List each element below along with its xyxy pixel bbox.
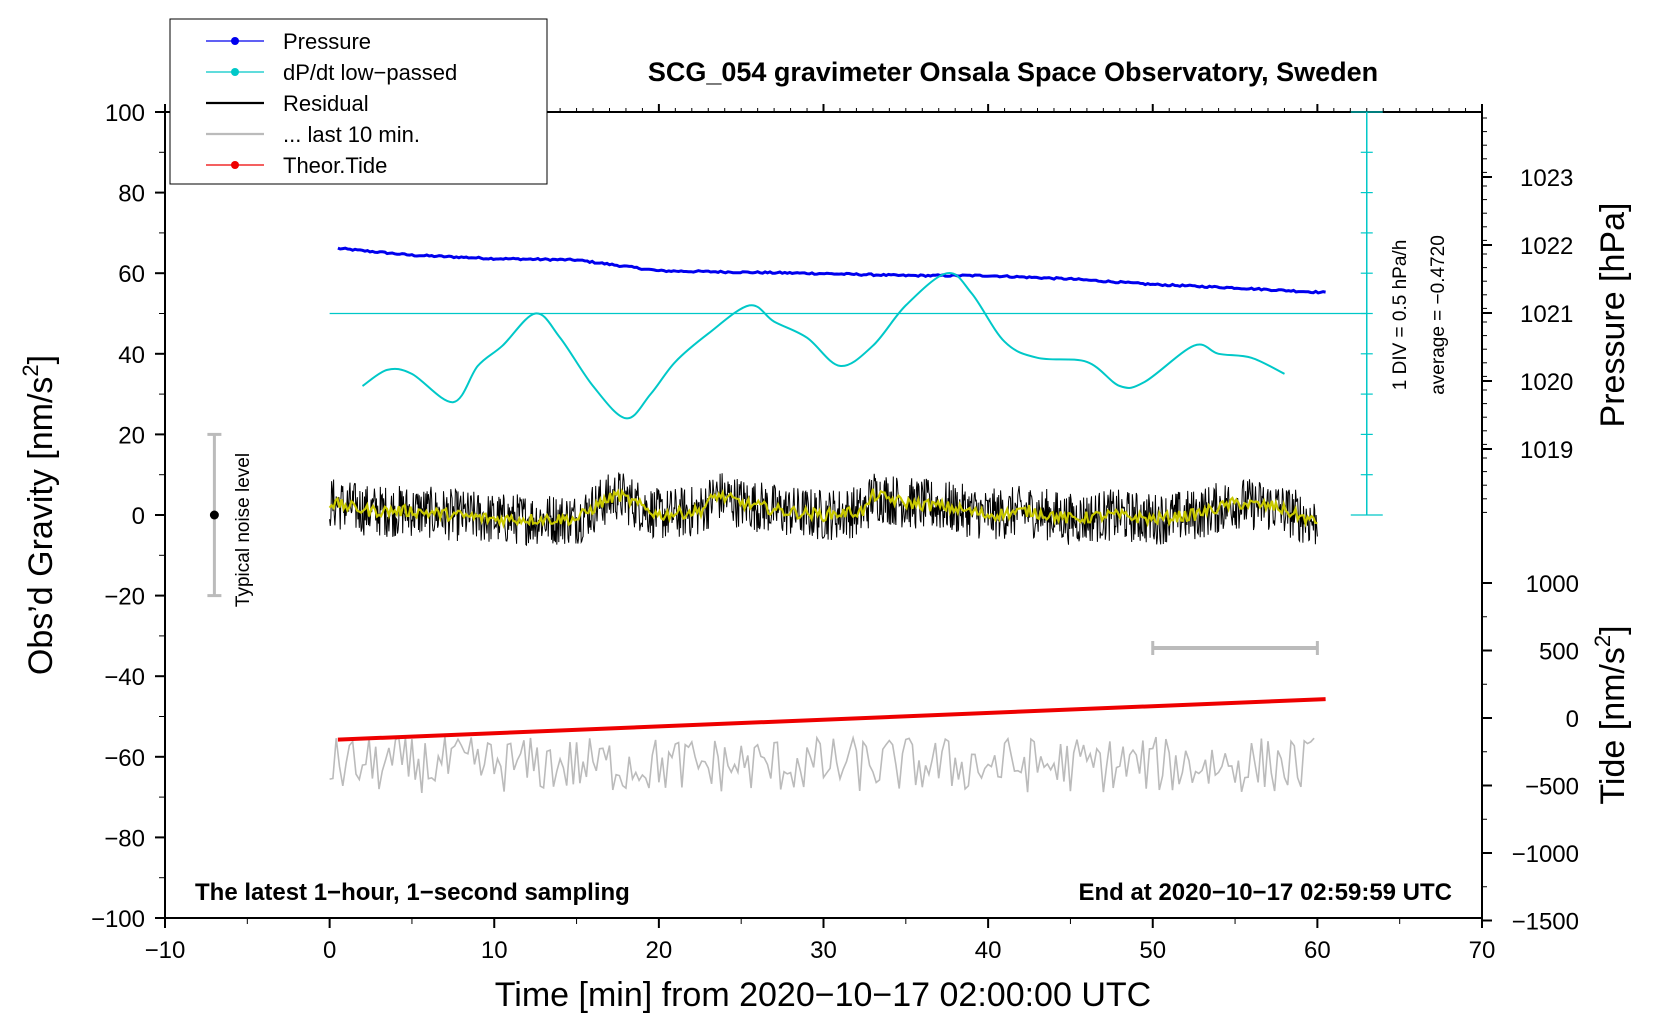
- y-axis-label-left-end: ]: [22, 355, 60, 364]
- y-tick-label: 100: [105, 100, 145, 127]
- y-axis-label-left: Obs’d Gravity [nm/s2]: [18, 355, 60, 675]
- tide-line: [337, 697, 1326, 742]
- annotation-bottom-left: The latest 1−hour, 1−second sampling: [195, 879, 630, 906]
- tide-axis-ticks: 1000 500 0 −500 −1000 −1500: [1482, 571, 1579, 936]
- x-axis-label: Time [min] from 2020−10−17 02:00:00 UTC: [495, 976, 1151, 1014]
- tide-tick-label: −1000: [1512, 841, 1579, 868]
- annotation-noise: Typical noise level: [233, 453, 254, 607]
- tide-tick-label: 1000: [1526, 571, 1579, 598]
- residual-smoothed-line: [328, 488, 1318, 530]
- noise-bar-center: [209, 510, 219, 520]
- x-tick-label: 60: [1304, 937, 1331, 964]
- y-axis-label-left-main: Obs’d Gravity [nm/s: [22, 377, 60, 676]
- y-axis-ticks: 100 80 60 40 20 0 −20 −40 −60 −80 −100: [91, 100, 165, 933]
- y-tick-label: 20: [118, 422, 145, 449]
- y-axis-label-tide: Tide [nm/s2]: [1590, 625, 1632, 804]
- tide-tick-label: 0: [1566, 706, 1579, 733]
- chart-title: SCG_054 gravimeter Onsala Space Observat…: [648, 57, 1378, 87]
- residual-line: [329, 472, 1318, 547]
- legend-label: dP/dt low−passed: [283, 60, 457, 85]
- legend-marker: [231, 161, 239, 169]
- y-tick-label: −80: [104, 825, 145, 852]
- y-tick-label: −40: [104, 664, 145, 691]
- pressure-tick-label: 1021: [1520, 301, 1573, 328]
- pressure-tick-label: 1019: [1520, 437, 1573, 464]
- pressure-line: [337, 246, 1326, 295]
- x-tick-label: 50: [1139, 937, 1166, 964]
- tide-tick-label: −1500: [1512, 909, 1579, 936]
- y-axis-label-left-exp: 2: [18, 364, 43, 376]
- x-axis-ticks: −10 0 10 20 30 40 50 60 70: [145, 104, 1496, 964]
- legend-items: Pressure dP/dt low−passed Residual ... last…: [206, 29, 457, 178]
- pressure-tick-label: 1023: [1520, 165, 1573, 192]
- x-tick-label: 30: [810, 937, 837, 964]
- series-layer: [207, 111, 1383, 793]
- x-tick-label: 40: [975, 937, 1002, 964]
- y-tick-label: −100: [91, 906, 145, 933]
- annotation-average: average = −0.4720: [1428, 235, 1449, 395]
- x-tick-label: 0: [323, 937, 336, 964]
- tide-tick-label: 500: [1539, 639, 1579, 666]
- annotation-bottom-right: End at 2020−10−17 02:59:59 UTC: [1078, 879, 1452, 906]
- y-axis-label-tide-end: ]: [1594, 625, 1632, 634]
- legend-label: Pressure: [283, 29, 371, 54]
- x-tick-label: 70: [1469, 937, 1496, 964]
- y-tick-label: 40: [118, 342, 145, 369]
- legend: Pressure dP/dt low−passed Residual ... last…: [169, 18, 548, 185]
- y-tick-label: −20: [104, 584, 145, 611]
- legend-box: [169, 18, 548, 185]
- y-axis-label-tide-main: Tide [nm/s: [1594, 647, 1632, 804]
- last10-line: [329, 734, 1315, 793]
- legend-label: Residual: [283, 91, 369, 116]
- dpdt-line: [361, 272, 1285, 420]
- x-tick-label: 20: [646, 937, 673, 964]
- pressure-tick-label: 1020: [1520, 369, 1573, 396]
- legend-marker: [231, 37, 239, 45]
- x-tick-label: 10: [481, 937, 508, 964]
- y-tick-label: −60: [104, 745, 145, 772]
- legend-label: Theor.Tide: [283, 153, 387, 178]
- y-tick-label: 60: [118, 261, 145, 288]
- y-axis-label-pressure: Pressure [hPa]: [1594, 203, 1632, 428]
- legend-marker: [231, 68, 239, 76]
- y-tick-label: 0: [132, 503, 145, 530]
- tide-tick-label: −500: [1525, 774, 1579, 801]
- y-axis-label-tide-exp: 2: [1590, 635, 1615, 647]
- x-tick-label: −10: [145, 937, 186, 964]
- y-tick-label: 80: [118, 181, 145, 208]
- annotation-scale-div: 1 DIV = 0.5 hPa/h: [1390, 240, 1411, 391]
- pressure-tick-label: 1022: [1520, 233, 1573, 260]
- pressure-axis-ticks: 1023 1022 1021 1020 1019: [1482, 117, 1573, 513]
- legend-label: ... last 10 min.: [283, 122, 420, 147]
